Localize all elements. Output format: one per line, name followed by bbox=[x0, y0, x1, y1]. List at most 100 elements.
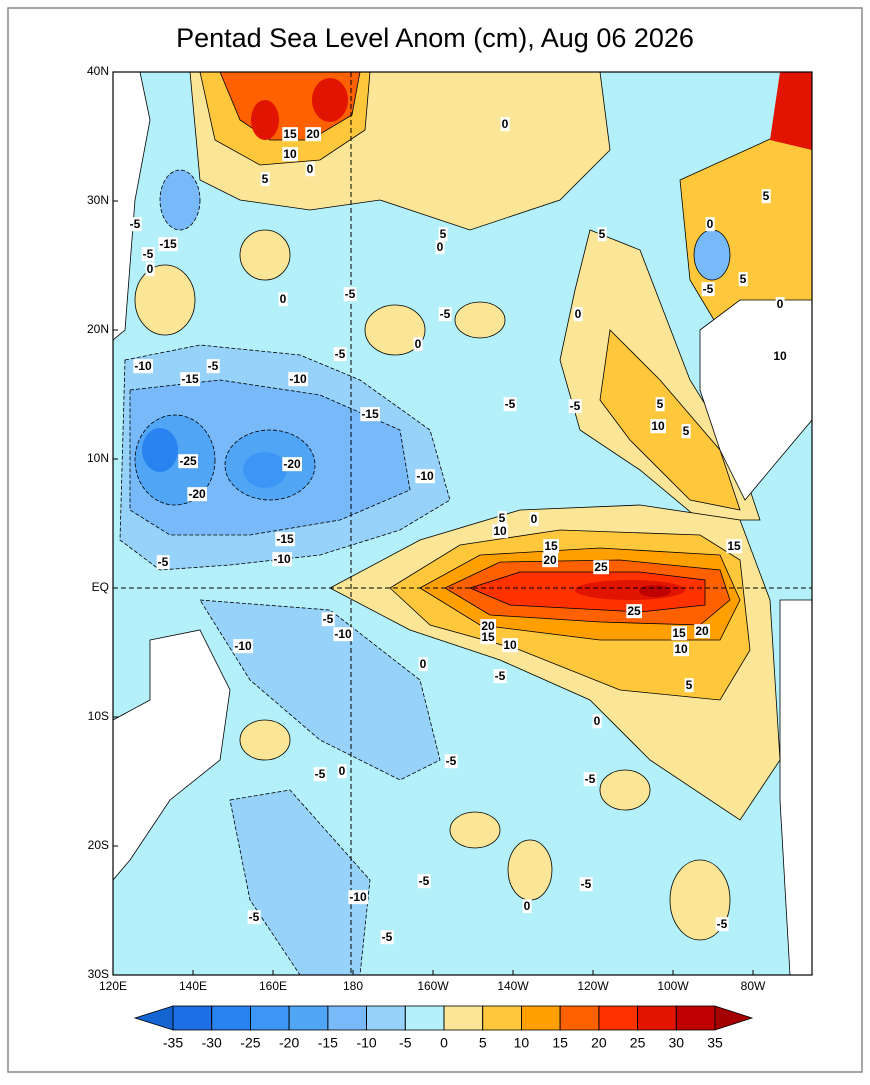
contour-label-bg bbox=[761, 189, 771, 204]
contour-label: 0 bbox=[420, 657, 427, 671]
cool-region bbox=[229, 789, 371, 975]
contour-label: -5 bbox=[345, 287, 356, 301]
colorbar-segment bbox=[288, 1005, 329, 1031]
contour-label-bg bbox=[583, 772, 597, 787]
lon-label: 160W bbox=[417, 979, 449, 993]
contour-label: -5 bbox=[717, 917, 728, 931]
warm-region bbox=[364, 304, 426, 356]
lon-label: 140E bbox=[179, 979, 207, 993]
contour-label-bg bbox=[500, 117, 510, 132]
colorbar-segment bbox=[482, 1005, 522, 1031]
colorbar-label: 30 bbox=[668, 1035, 684, 1051]
contour-label: 10 bbox=[773, 349, 787, 363]
contour-label: 20 bbox=[695, 624, 709, 638]
contour-label: -5 bbox=[323, 612, 334, 626]
warm-region bbox=[599, 769, 651, 811]
contour-label: 0 bbox=[339, 764, 346, 778]
contour-label: -5 bbox=[249, 910, 260, 924]
lat-label: 30S bbox=[88, 967, 109, 981]
contour-label-bg bbox=[593, 560, 609, 575]
contour-label: -5 bbox=[440, 307, 451, 321]
colorbar-label: 5 bbox=[479, 1035, 487, 1051]
contour-label-bg bbox=[579, 877, 593, 892]
contour-label: 0 bbox=[524, 899, 531, 913]
contour-label: 10 bbox=[674, 642, 688, 656]
contour-label: 0 bbox=[307, 162, 314, 176]
contour-label-bg bbox=[715, 917, 729, 932]
contour-label: -10 bbox=[334, 627, 352, 641]
contour-label: -5 bbox=[505, 397, 516, 411]
cool-region bbox=[693, 229, 731, 281]
warm-region bbox=[239, 229, 291, 281]
contour-label-bg bbox=[444, 754, 458, 769]
warm-region bbox=[134, 264, 196, 336]
colorbar-segment bbox=[172, 1005, 213, 1031]
colorbar-label: -20 bbox=[279, 1035, 299, 1051]
contour-label-bg bbox=[141, 247, 155, 262]
contour-label: -20 bbox=[283, 457, 301, 471]
contour-label: -5 bbox=[446, 754, 457, 768]
contour-label: -5 bbox=[335, 347, 346, 361]
warm-region bbox=[449, 811, 501, 849]
lon-label: 180 bbox=[343, 979, 363, 993]
lat-label: 10S bbox=[88, 709, 109, 723]
contour-label: 0 bbox=[437, 240, 444, 254]
colorbar-label: 0 bbox=[440, 1035, 448, 1051]
colorbar-segment bbox=[327, 1005, 367, 1031]
colorbar-label: 25 bbox=[630, 1035, 646, 1051]
contour-label: 0 bbox=[147, 262, 154, 276]
warm-region bbox=[770, 72, 812, 150]
contour-label-bg bbox=[493, 669, 507, 684]
contour-label: 0 bbox=[707, 217, 714, 231]
contour-label-bg bbox=[542, 553, 558, 568]
contour-label-bg bbox=[522, 899, 532, 914]
contour-label-bg bbox=[380, 930, 394, 945]
map-border bbox=[112, 71, 813, 976]
contour-label-bg bbox=[701, 282, 715, 297]
lat-label: 20S bbox=[88, 838, 109, 852]
contour-label: -5 bbox=[570, 399, 581, 413]
contour-label-bg bbox=[282, 457, 302, 472]
contour-label-bg bbox=[435, 240, 445, 255]
contour-label: -5 bbox=[130, 217, 141, 231]
contour-label-bg bbox=[726, 539, 742, 554]
contour-label: -15 bbox=[159, 237, 177, 251]
cool-region bbox=[159, 169, 201, 231]
contour-label-bg bbox=[502, 638, 518, 653]
colorbar-segment bbox=[559, 1005, 600, 1031]
contour-label-bg bbox=[260, 172, 270, 187]
contour-label-bg bbox=[438, 307, 452, 322]
contour-label: -20 bbox=[188, 487, 206, 501]
lon-label: 160E bbox=[259, 979, 287, 993]
lat-label: 20N bbox=[87, 322, 109, 336]
contour-label-bg bbox=[415, 469, 435, 484]
contour-label: 5 bbox=[262, 172, 269, 186]
land bbox=[113, 72, 151, 341]
map-field bbox=[113, 72, 812, 975]
contour-label: 5 bbox=[440, 227, 447, 241]
colorbar-segment bbox=[637, 1005, 677, 1031]
warm-region bbox=[239, 719, 291, 761]
contour-label: -10 bbox=[289, 372, 307, 386]
contour-label-bg bbox=[206, 359, 220, 374]
contour-label-bg bbox=[247, 910, 261, 925]
contour-label: -5 bbox=[419, 874, 430, 888]
contour-label-bg bbox=[650, 419, 666, 434]
contour-label: -25 bbox=[179, 454, 197, 468]
contour-label-bg bbox=[705, 217, 715, 232]
colorbar-label: -5 bbox=[399, 1035, 412, 1051]
contour-label-bg bbox=[278, 292, 288, 307]
lat-label: EQ bbox=[92, 580, 109, 594]
contour-label: 20 bbox=[481, 619, 495, 633]
contour-label: 15 bbox=[727, 539, 741, 553]
contour-label: 15 bbox=[544, 539, 558, 553]
contour-label: 10 bbox=[493, 524, 507, 538]
contour-label: 10 bbox=[651, 419, 665, 433]
contour-label-bg bbox=[305, 127, 321, 142]
contour-label-bg bbox=[568, 399, 582, 414]
contour-label-bg bbox=[772, 349, 788, 364]
contour-label: -5 bbox=[143, 247, 154, 261]
contour-label: -5 bbox=[208, 359, 219, 373]
warm-region bbox=[669, 859, 731, 941]
